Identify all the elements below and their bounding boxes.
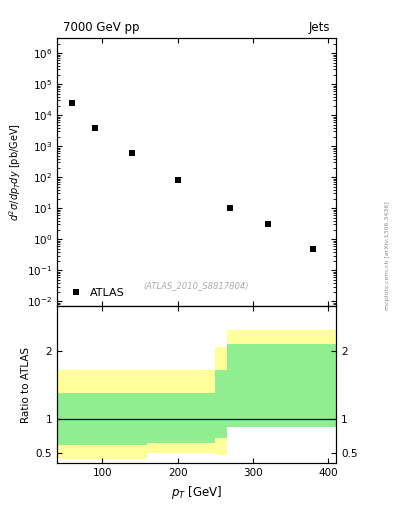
- Text: mcplots.cern.ch [arXiv:1306.3436]: mcplots.cern.ch [arXiv:1306.3436]: [385, 202, 390, 310]
- Text: (ATLAS_2010_S8817804): (ATLAS_2010_S8817804): [144, 281, 249, 290]
- Text: Jets: Jets: [309, 22, 331, 34]
- Y-axis label: Ratio to ATLAS: Ratio to ATLAS: [22, 347, 31, 423]
- Y-axis label: $d^2\sigma/dp_T dy\ \rm{[pb/GeV]}$: $d^2\sigma/dp_T dy\ \rm{[pb/GeV]}$: [7, 123, 22, 221]
- Legend: ATLAS: ATLAS: [62, 286, 127, 301]
- X-axis label: $p_T\ \rm{[GeV]}$: $p_T\ \rm{[GeV]}$: [171, 484, 222, 501]
- Text: 7000 GeV pp: 7000 GeV pp: [62, 22, 139, 34]
